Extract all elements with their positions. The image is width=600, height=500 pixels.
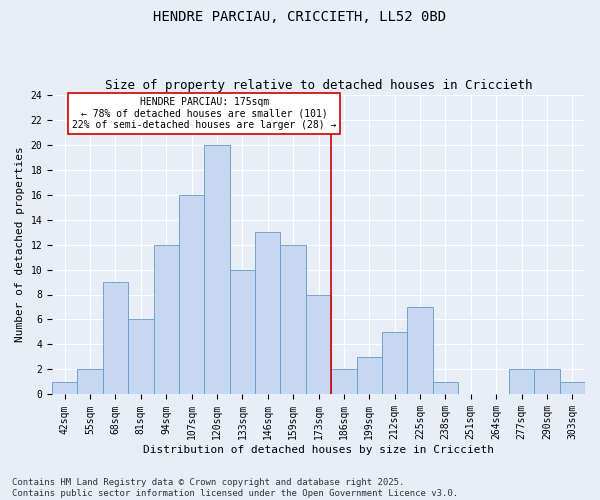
Bar [205, 144, 230, 394]
Bar [331, 370, 356, 394]
Bar [255, 232, 280, 394]
Bar [103, 282, 128, 395]
Bar [356, 357, 382, 395]
Text: HENDRE PARCIAU, CRICCIETH, LL52 0BD: HENDRE PARCIAU, CRICCIETH, LL52 0BD [154, 10, 446, 24]
Y-axis label: Number of detached properties: Number of detached properties [15, 146, 25, 342]
Text: Contains HM Land Registry data © Crown copyright and database right 2025.
Contai: Contains HM Land Registry data © Crown c… [12, 478, 458, 498]
X-axis label: Distribution of detached houses by size in Criccieth: Distribution of detached houses by size … [143, 445, 494, 455]
Bar [382, 332, 407, 394]
Bar [230, 270, 255, 394]
Text: HENDRE PARCIAU: 175sqm
← 78% of detached houses are smaller (101)
22% of semi-de: HENDRE PARCIAU: 175sqm ← 78% of detached… [72, 96, 337, 130]
Bar [407, 307, 433, 394]
Bar [128, 320, 154, 394]
Bar [306, 294, 331, 394]
Bar [433, 382, 458, 394]
Title: Size of property relative to detached houses in Criccieth: Size of property relative to detached ho… [105, 79, 532, 92]
Bar [509, 370, 534, 394]
Bar [52, 382, 77, 394]
Bar [560, 382, 585, 394]
Bar [154, 244, 179, 394]
Bar [280, 244, 306, 394]
Bar [179, 194, 205, 394]
Bar [77, 370, 103, 394]
Bar [534, 370, 560, 394]
